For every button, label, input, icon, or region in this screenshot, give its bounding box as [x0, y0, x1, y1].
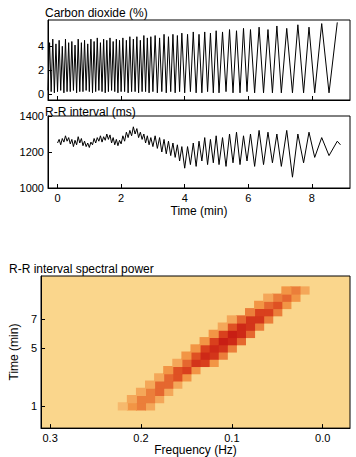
svg-text:0: 0: [54, 192, 60, 204]
svg-text:8: 8: [309, 192, 315, 204]
svg-text:0.3: 0.3: [42, 432, 57, 444]
svg-text:0.2: 0.2: [133, 432, 148, 444]
svg-text:1000: 1000: [20, 182, 44, 194]
svg-text:Time (min): Time (min): [171, 204, 228, 218]
svg-text:7: 7: [31, 313, 37, 325]
svg-text:Time (min): Time (min): [7, 324, 21, 381]
svg-text:1400: 1400: [20, 110, 44, 122]
svg-text:4: 4: [38, 40, 44, 52]
svg-text:Carbon dioxide (%): Carbon dioxide (%): [45, 6, 148, 20]
svg-text:2: 2: [38, 64, 44, 76]
svg-text:Frequency (Hz): Frequency (Hz): [154, 443, 237, 457]
svg-text:5: 5: [31, 342, 37, 354]
svg-text:2: 2: [118, 192, 124, 204]
svg-text:0.0: 0.0: [315, 432, 330, 444]
svg-text:1200: 1200: [20, 146, 44, 158]
svg-text:6: 6: [245, 192, 251, 204]
svg-text:0.1: 0.1: [224, 432, 239, 444]
svg-text:R-R interval spectral power: R-R interval spectral power: [9, 262, 154, 276]
svg-text:R-R interval (ms): R-R interval (ms): [45, 105, 136, 119]
svg-text:0: 0: [38, 88, 44, 100]
svg-text:1: 1: [31, 400, 37, 412]
svg-text:4: 4: [182, 192, 188, 204]
